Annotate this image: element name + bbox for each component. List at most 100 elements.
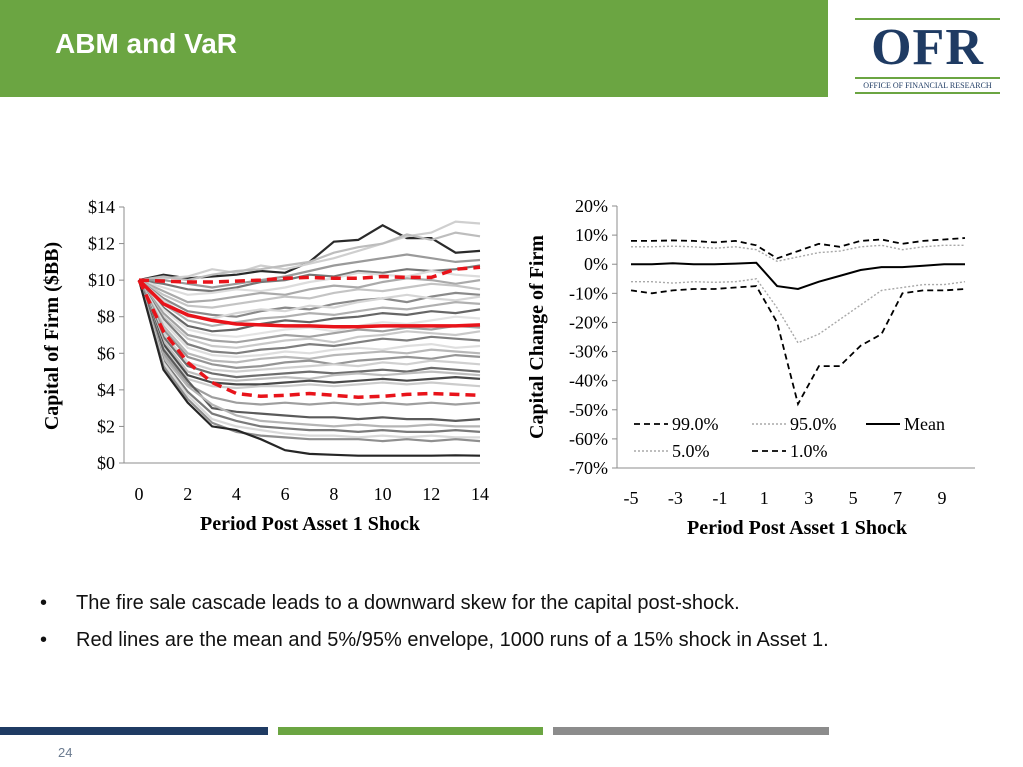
- y-tick-label: $6: [97, 343, 115, 363]
- simulation-run-line: [138, 277, 481, 304]
- y-tick-label: $2: [97, 416, 115, 436]
- x-tick-label: -3: [668, 488, 683, 508]
- y-tick-label: -40%: [569, 371, 608, 391]
- simulation-run-line: [137, 279, 481, 386]
- simulation-run-line: [137, 279, 480, 439]
- x-tick-label: 14: [471, 484, 489, 504]
- y-tick-label: -70%: [569, 458, 608, 478]
- x-tick-label: 1: [760, 488, 769, 508]
- x-tick-label: -1: [712, 488, 727, 508]
- x-tick-label: 3: [804, 488, 813, 508]
- y-tick-label: -50%: [569, 400, 608, 420]
- x-tick-label: -5: [624, 488, 639, 508]
- bullet-list: • The fire sale cascade leads to a downwa…: [40, 585, 1000, 659]
- x-tick-label: 7: [893, 488, 902, 508]
- logo-bottom-rule: [855, 92, 1000, 94]
- simulation-run-line: [138, 279, 481, 370]
- footer-bar-green: [278, 727, 543, 735]
- bullet-text: The fire sale cascade leads to a downwar…: [76, 592, 740, 614]
- y-tick-label: 10%: [575, 225, 608, 245]
- x-tick-label: 10: [374, 484, 392, 504]
- bullet-item: • The fire sale cascade leads to a downwa…: [40, 585, 1000, 622]
- simulation-run-line: [138, 231, 481, 282]
- title-banner: ABM and VaR: [0, 0, 828, 97]
- y-axis-label: Capital Change of Firm: [526, 235, 548, 439]
- bullet-dot: •: [40, 629, 48, 651]
- simulation-run-line: [138, 269, 481, 296]
- simulation-run-line: [138, 279, 481, 359]
- bullet-text: Red lines are the mean and 5%/95% envelo…: [76, 629, 829, 651]
- series-line: [631, 244, 965, 263]
- x-tick-label: 6: [281, 484, 290, 504]
- legend-label: 5.0%: [672, 441, 710, 461]
- simulation-run-line: [137, 279, 481, 443]
- legend-label: 95.0%: [790, 414, 837, 434]
- simulation-run-line: [137, 279, 481, 379]
- series-line: [631, 278, 966, 344]
- simulation-run-line: [138, 279, 481, 355]
- y-axis-label: Capital of Firm ($BB): [41, 242, 63, 430]
- simulation-run-line: [137, 279, 481, 382]
- simulation-run-line: [138, 279, 481, 328]
- bullet-item: • Red lines are the mean and 5%/95% envel…: [40, 622, 1000, 659]
- x-tick-label: 12: [422, 484, 440, 504]
- simulation-run-line: [138, 279, 481, 373]
- x-tick-label: 4: [232, 484, 241, 504]
- y-tick-label: -30%: [569, 342, 608, 362]
- x-tick-label: 8: [329, 484, 338, 504]
- envelope-line: [138, 265, 481, 284]
- simulation-run-line: [138, 279, 481, 364]
- simulation-run-line: [137, 279, 480, 428]
- simulation-run-line: [138, 279, 481, 338]
- y-tick-label: $10: [88, 270, 115, 290]
- slide-title: ABM and VaR: [55, 28, 238, 59]
- x-axis-label: Period Post Asset 1 Shock: [200, 513, 421, 535]
- simulation-run-line: [138, 279, 481, 344]
- x-axis-label: Period Post Asset 1 Shock: [687, 517, 908, 539]
- footer-bar-navy: [0, 727, 268, 735]
- simulation-run-line: [137, 279, 481, 457]
- legend-label: Mean: [904, 414, 945, 434]
- mean-line: [137, 278, 481, 329]
- y-tick-label: $14: [88, 197, 115, 217]
- series-line: [631, 237, 966, 260]
- simulation-run-line: [138, 279, 481, 309]
- simulation-run-line: [137, 279, 481, 434]
- simulation-run-line: [138, 264, 481, 293]
- y-tick-label: $12: [88, 234, 115, 254]
- ofr-logo: OFR OFFICE OF FINANCIAL RESEARCH: [855, 18, 1000, 94]
- x-tick-label: 0: [135, 484, 144, 504]
- x-tick-label: 9: [938, 488, 947, 508]
- y-tick-label: -20%: [569, 312, 608, 332]
- simulation-run-line: [138, 279, 481, 318]
- simulation-run-line: [137, 279, 481, 390]
- x-tick-label: 2: [183, 484, 192, 504]
- page-number: 24: [58, 745, 73, 760]
- logo-subtitle: OFFICE OF FINANCIAL RESEARCH: [863, 81, 992, 90]
- legend-label: 1.0%: [790, 441, 828, 461]
- simulation-run-line: [139, 253, 481, 289]
- logo-wordmark: OFR: [871, 19, 984, 76]
- y-tick-label: 20%: [575, 196, 608, 216]
- y-tick-label: -10%: [569, 283, 608, 303]
- logo-top-rule: [855, 18, 1000, 20]
- y-tick-label: $8: [97, 307, 115, 327]
- y-tick-label: 0%: [584, 254, 608, 274]
- y-tick-label: $4: [97, 380, 115, 400]
- simulation-run-line: [137, 279, 481, 423]
- simulation-run-line: [138, 279, 481, 349]
- simulation-run-line: [138, 279, 481, 333]
- simulation-run-line: [138, 220, 481, 282]
- y-tick-label: -60%: [569, 429, 608, 449]
- logo-mid-rule: [855, 77, 1000, 79]
- bullet-dot: •: [40, 592, 48, 614]
- y-tick-label: $0: [97, 453, 115, 473]
- series-line: [631, 261, 965, 291]
- x-tick-label: 5: [849, 488, 858, 508]
- legend-label: 99.0%: [672, 414, 719, 434]
- footer-bar-gray: [553, 727, 829, 735]
- series-line: [630, 285, 966, 407]
- envelope-line: [137, 279, 481, 399]
